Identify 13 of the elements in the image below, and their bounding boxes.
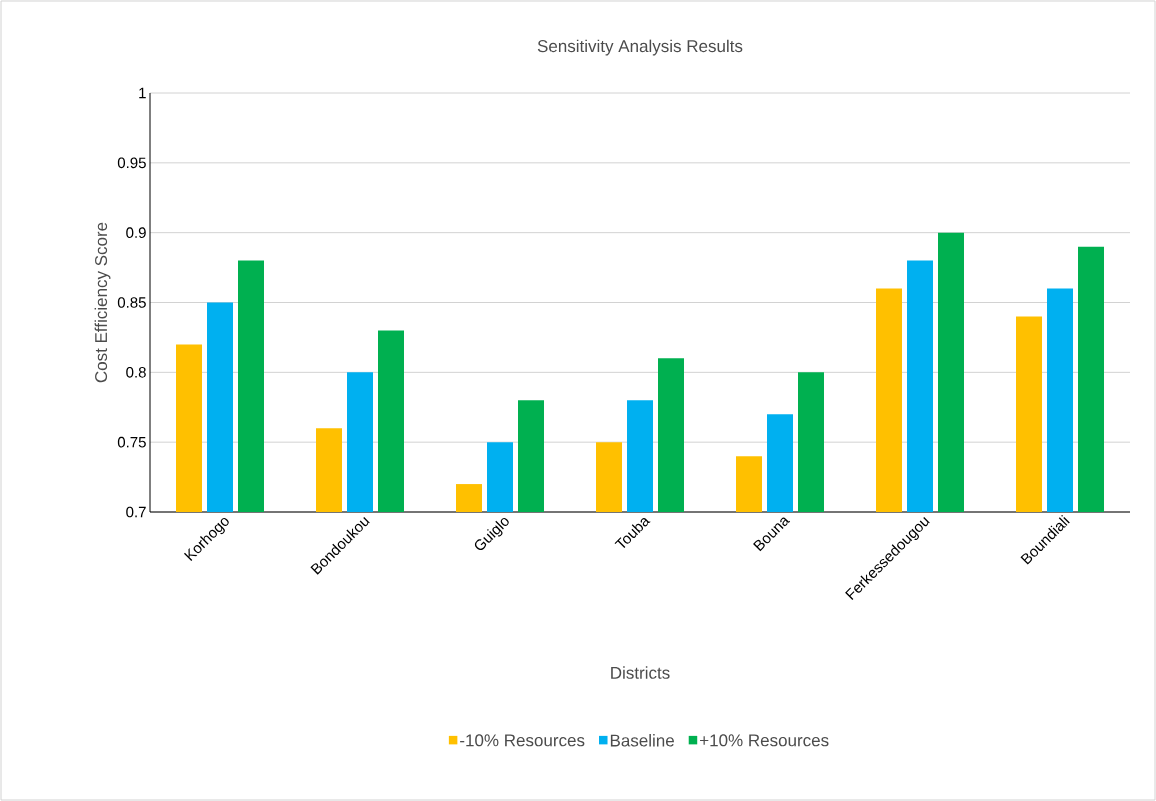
y-tick-label: 0.85	[117, 297, 146, 308]
y-axis-title: Cost Efficiency Score	[94, 222, 111, 383]
y-tick-label: 0.7	[126, 506, 146, 518]
legend-label: +10% Resources	[700, 734, 829, 747]
y-tick-label: 0.75	[117, 436, 146, 448]
y-tick-label: 0.95	[117, 157, 146, 169]
legend-label: -10% Resources	[460, 734, 585, 747]
legend-label: Baseline	[610, 734, 674, 747]
y-tick-label: 0.9	[126, 227, 146, 238]
y-tick-label: 1	[139, 87, 146, 99]
chart-title: Sensitivity Analysis Results	[537, 39, 743, 56]
x-axis-title: Districts	[611, 666, 670, 679]
y-tick-label: 0.8	[126, 367, 146, 378]
